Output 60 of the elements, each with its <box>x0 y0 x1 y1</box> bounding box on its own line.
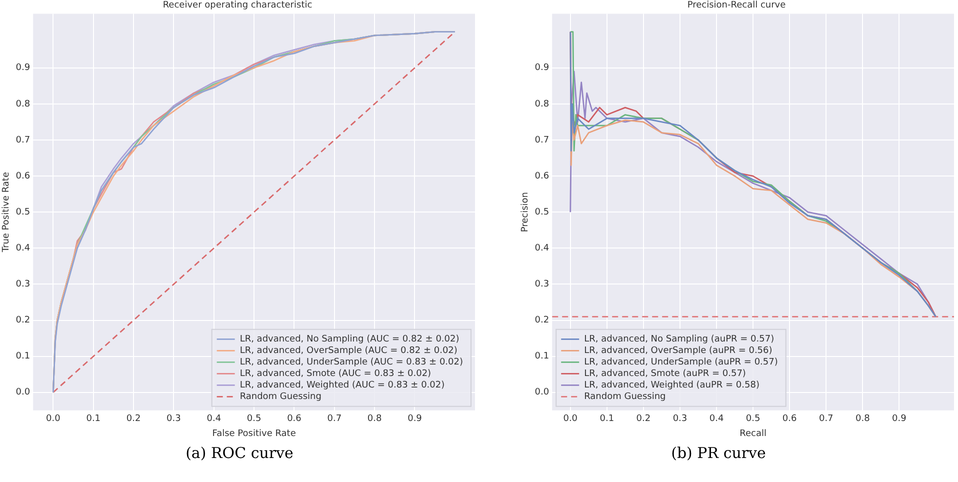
y-tick-label: 0.6 <box>534 171 550 182</box>
x-tick-label: 0.9 <box>408 414 422 424</box>
x-tick-label: 0.0 <box>46 414 61 424</box>
text: (a) ROC curve <box>184 444 294 462</box>
legend-label: Random Guessing <box>240 392 322 402</box>
y-tick-label: 0.1 <box>534 352 550 362</box>
x-tick-label: 0.1 <box>600 414 614 424</box>
x-tick-label: 0.7 <box>327 414 342 424</box>
legend-label: LR, advanced, Smote (auPR = 0.57) <box>584 368 746 379</box>
legend-label: Random Guessing <box>584 392 666 402</box>
y-tick-label: 0.0 <box>16 388 30 398</box>
chart-title: Receiver operating characteristic <box>162 0 312 11</box>
x-tick-label: 0.4 <box>709 414 724 424</box>
x-tick-label: 0.4 <box>206 414 222 424</box>
y-tick-label: 0.7 <box>16 135 30 146</box>
x-tick-label: 0.3 <box>672 414 688 424</box>
y-tick-label: 0.5 <box>534 207 550 218</box>
x-tick-label: 0.8 <box>367 414 382 424</box>
y-tick-label: 0.2 <box>16 316 30 326</box>
x-axis-title: Recall <box>740 428 766 439</box>
y-tick-label: 0.4 <box>16 244 30 254</box>
y-tick-label: 0.9 <box>534 63 550 74</box>
y-axis-title: Precision <box>520 192 531 232</box>
y-tick-label: 0.0 <box>534 388 550 398</box>
y-tick-label: 0.8 <box>16 99 30 110</box>
x-axis-title: False Positive Rate <box>212 428 296 439</box>
x-tick-label: 0.0 <box>563 414 578 424</box>
x-tick-label: 0.6 <box>287 414 302 424</box>
y-tick-label: 0.3 <box>534 280 550 290</box>
y-tick-label: 0.5 <box>16 207 30 218</box>
y-tick-label: 0.8 <box>534 99 550 110</box>
legend-label: LR, advanced, Smote (AUC = 0.83 ± 0.02) <box>240 368 432 379</box>
x-tick-label: 0.8 <box>856 414 870 424</box>
y-tick-label: 0.9 <box>16 63 30 74</box>
y-tick-label: 0.4 <box>534 244 550 254</box>
y-tick-label: 0.2 <box>534 316 550 326</box>
x-tick-label: 0.9 <box>892 414 907 424</box>
legend-label: LR, advanced, UnderSample (AUC = 0.83 ± 0.02) <box>240 357 463 368</box>
x-tick-label: 0.2 <box>636 414 651 424</box>
y-axis-title: True Positive Rate <box>2 172 12 254</box>
legend-label: LR, advanced, No Sampling (AUC = 0.82 ± 0.02) <box>240 334 460 344</box>
text: (b) PR curve <box>670 444 767 462</box>
x-tick-label: 0.6 <box>782 414 798 424</box>
legend-label: LR, advanced, Weighted (AUC = 0.83 ± 0.02) <box>240 380 445 390</box>
y-tick-label: 0.6 <box>16 171 30 182</box>
x-tick-label: 0.1 <box>86 414 101 424</box>
y-tick-label: 0.3 <box>16 280 30 290</box>
chart-title: Precision-Recall curve <box>687 0 786 11</box>
y-tick-label: 0.7 <box>534 135 550 146</box>
x-tick-label: 0.3 <box>166 414 181 424</box>
legend-label: LR, advanced, UnderSample (auPR = 0.57) <box>584 357 778 368</box>
x-tick-label: 0.5 <box>246 414 262 424</box>
y-tick-label: 0.1 <box>16 352 30 362</box>
x-tick-label: 0.2 <box>126 414 141 424</box>
x-tick-label: 0.5 <box>746 414 760 424</box>
legend-label: LR, advanced, Weighted (auPR = 0.58) <box>584 380 760 390</box>
x-tick-label: 0.7 <box>818 414 834 424</box>
legend-label: LR, advanced, OverSample (auPR = 0.56) <box>584 346 772 356</box>
legend-label: LR, advanced, OverSample (AUC = 0.82 ± 0.02) <box>240 346 458 356</box>
legend-label: LR, advanced, No Sampling (auPR = 0.57) <box>584 334 774 344</box>
